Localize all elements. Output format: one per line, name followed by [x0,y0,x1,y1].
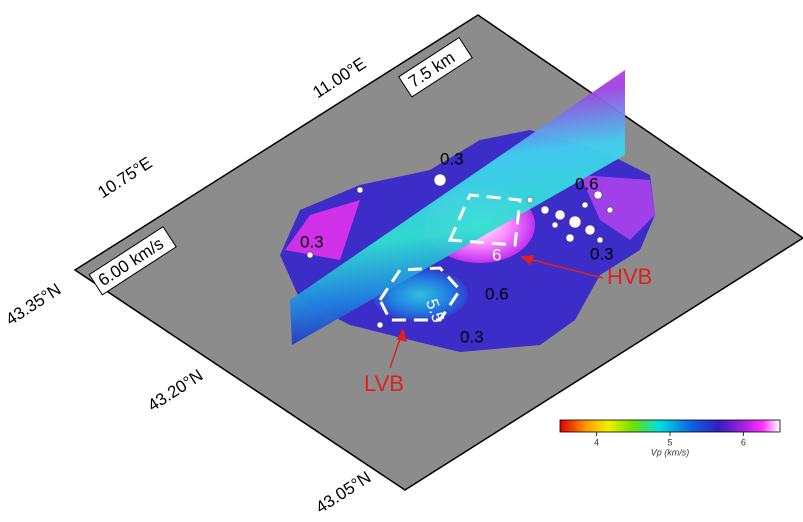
contour-label: 0.6 [485,284,509,303]
contour-label: 0.3 [460,327,484,346]
contour-label: 0.6 [575,174,599,193]
colorbar-label: Vp (km/s) [651,447,690,457]
lat-label: 43.05°N [312,468,374,517]
colorbar-tick-label: 4 [594,437,599,447]
contour-label: 0.3 [590,244,614,263]
colorbar-tick-label: 6 [741,437,746,447]
contour-label: 0.3 [300,232,324,251]
annotation: HVB [607,264,652,289]
contour-label: 6 [492,245,501,264]
figure: 0.3 0.3 0.6 0.3 0.6 0.3 6 5.5 11.00°E 10… [0,0,803,522]
lon-label: 10.75°E [94,153,155,202]
colorbar [560,420,780,432]
annotation: LVB [364,371,404,396]
contour-label: 0.3 [440,149,464,168]
colorbar-tick-label: 5 [667,437,672,447]
lat-label: 43.20°N [144,366,206,415]
lat-label: 43.35°N [2,280,64,329]
